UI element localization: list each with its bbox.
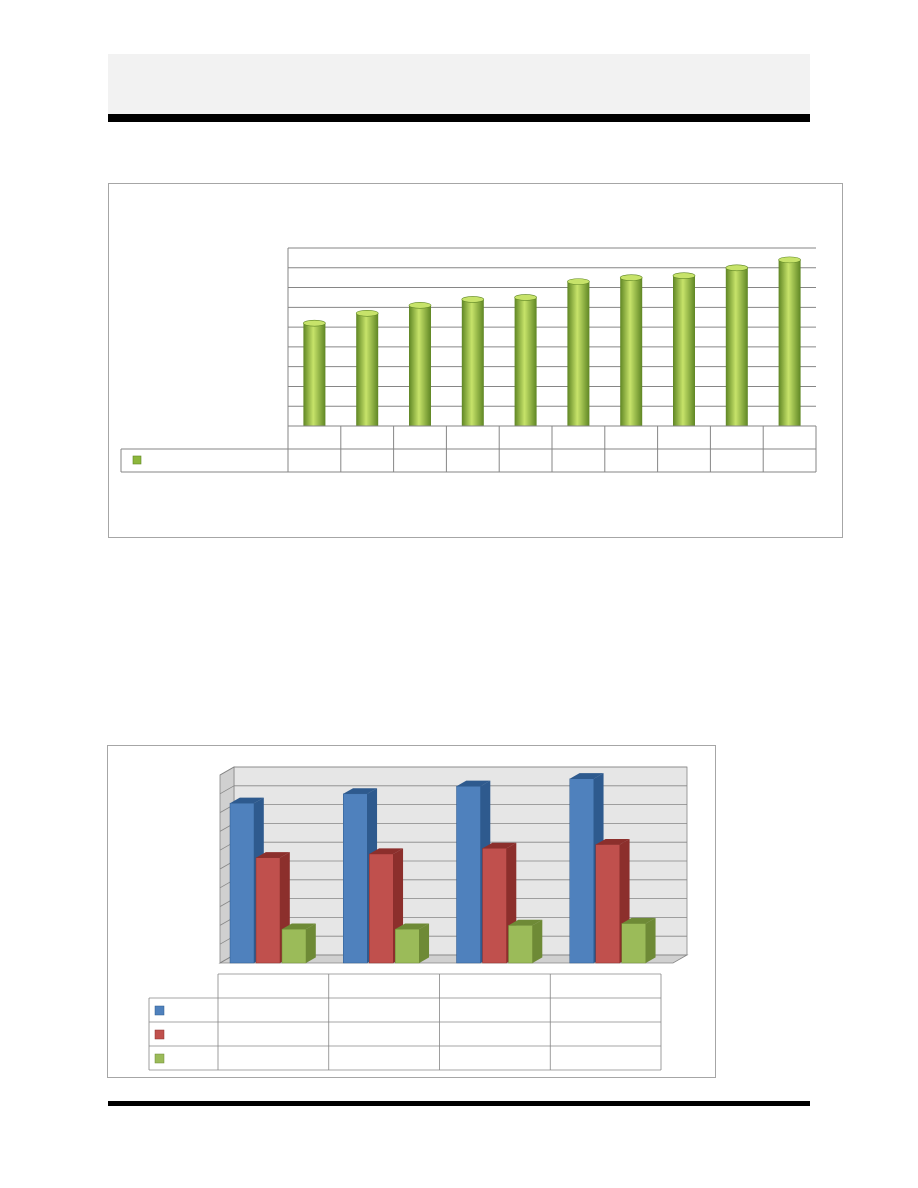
side-gridline (219, 785, 235, 795)
bar (229, 802, 255, 964)
bar-top (508, 919, 543, 926)
bar-cap (725, 264, 749, 272)
bar-top (482, 842, 517, 849)
bar (508, 925, 533, 964)
bar-top (621, 917, 656, 924)
bar-top (282, 923, 316, 930)
legend-key (154, 1053, 165, 1064)
bar-top (569, 773, 604, 779)
bar-cap (672, 272, 696, 279)
bar-top (369, 848, 404, 854)
page-header-band (108, 54, 810, 114)
bar-side (306, 923, 316, 963)
footer-rule (108, 1101, 810, 1106)
legend-key-green (132, 455, 142, 465)
bar (621, 923, 646, 964)
bar-side (419, 923, 430, 963)
bar (395, 928, 420, 964)
bar-side (532, 919, 543, 963)
bar (567, 281, 590, 426)
bar-top (343, 788, 378, 794)
bar (409, 305, 431, 426)
bar-top (456, 780, 491, 787)
bar-cap (408, 302, 432, 309)
bar (343, 793, 368, 964)
bar (482, 848, 507, 964)
bar (514, 297, 537, 426)
bar-cap (461, 296, 485, 303)
bar (569, 778, 594, 964)
bar-cap (303, 319, 326, 327)
bar (255, 857, 281, 964)
bar-top (595, 838, 630, 845)
header-rule (108, 114, 810, 122)
bar (456, 786, 481, 964)
bar-cap (567, 278, 590, 285)
chart-2-canvas (148, 766, 689, 1071)
bar-cap (619, 274, 643, 281)
bar (725, 267, 748, 426)
bar-cap (778, 256, 801, 264)
bar-side (645, 917, 656, 963)
bar (595, 844, 620, 964)
bar-cap (514, 294, 537, 301)
bar (356, 313, 379, 426)
bar (303, 323, 326, 426)
bar (461, 299, 484, 426)
bar (778, 259, 801, 426)
legend-key (154, 1005, 165, 1016)
bar-top (395, 923, 430, 930)
bar (673, 275, 695, 426)
bar (620, 277, 643, 426)
legend-key (154, 1029, 165, 1040)
bar-cap (355, 309, 379, 317)
bar-top (230, 797, 264, 804)
bar-top (256, 852, 290, 858)
side-gridline (219, 766, 235, 776)
chart-1-canvas (120, 247, 817, 473)
bar (281, 928, 307, 964)
chart-1 (108, 183, 843, 538)
bar (369, 853, 394, 964)
chart-2 (107, 745, 716, 1078)
